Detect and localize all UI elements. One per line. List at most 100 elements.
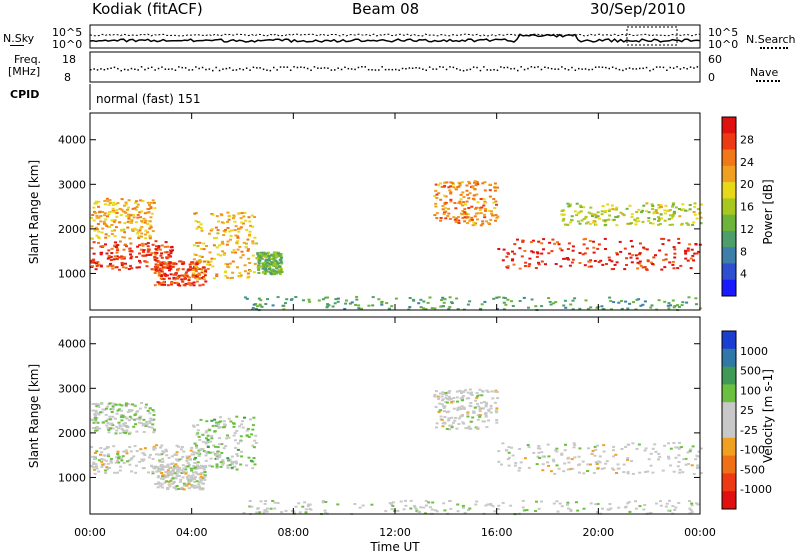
velocity-cell (484, 414, 488, 417)
power-cell (128, 250, 132, 253)
power-cell (186, 275, 190, 278)
power-cell (471, 197, 475, 200)
power-cell (185, 274, 189, 277)
power-cell (132, 227, 136, 230)
velocity-cell (252, 416, 256, 419)
power-cell (152, 201, 156, 204)
power-cell (215, 275, 219, 277)
power-cell (159, 273, 163, 276)
freq-point (676, 66, 678, 68)
velocity-cell (177, 468, 181, 471)
velocity-cell (497, 450, 501, 453)
power-cell (136, 230, 140, 233)
power-cell (582, 238, 586, 241)
freq-point (405, 67, 407, 70)
freq-point (672, 67, 675, 69)
power-cell (231, 260, 235, 263)
power-cell (634, 308, 638, 311)
velocity-cell (581, 460, 585, 463)
velocity-cell (478, 388, 482, 391)
power-cell (176, 276, 180, 279)
velocity-cell (677, 447, 681, 450)
power-cell (377, 298, 381, 301)
power-cell (569, 221, 572, 224)
xtick-label: 08:00 (277, 526, 309, 539)
power-cell (516, 238, 519, 241)
power-cell (93, 229, 97, 232)
velocity-cell (413, 506, 417, 509)
freq-point (279, 66, 282, 68)
power-cell (502, 301, 506, 304)
freq-point (466, 69, 468, 71)
power-cell (269, 269, 273, 272)
freq-point (276, 69, 278, 71)
velocity-cell (460, 399, 464, 401)
power-cell (589, 212, 593, 215)
freq-point (550, 67, 553, 70)
velocity-cell (107, 455, 111, 458)
freq-point (605, 66, 607, 69)
velocity-cell (486, 390, 490, 393)
power-cell (124, 262, 127, 265)
power-cell (104, 233, 108, 236)
velocity-cell (476, 426, 480, 429)
power-cell (261, 262, 265, 265)
power-cell (135, 205, 139, 208)
power-cell (204, 270, 208, 273)
power-cell (158, 273, 162, 276)
power-cell (562, 304, 566, 307)
power-cell (495, 203, 498, 206)
power-cell (200, 268, 204, 271)
velocity-cell (105, 466, 109, 469)
velocity-cell (459, 408, 463, 411)
power-cell (208, 232, 211, 235)
power-cell (115, 211, 119, 214)
velocity-cell (196, 432, 200, 435)
power-cell (178, 284, 182, 287)
velocity-cell (156, 486, 160, 489)
velocity-cell (104, 420, 108, 423)
velocity-cell (161, 477, 165, 480)
colorbar-tick-label: 16 (740, 201, 754, 214)
power-cell (192, 284, 196, 287)
power-cell (163, 251, 167, 254)
freq-point (408, 67, 411, 69)
velocity-cell (537, 507, 541, 510)
velocity-cell (171, 472, 175, 475)
power-cell (181, 268, 185, 271)
power-cell (660, 206, 663, 209)
velocity-cell (129, 450, 133, 453)
velocity-cell (440, 403, 444, 406)
freq-point (662, 66, 665, 69)
velocity-cell (452, 400, 456, 403)
velocity-cell (202, 450, 206, 453)
velocity-cell (671, 505, 675, 507)
freq-point (120, 69, 122, 72)
power-cell (657, 204, 661, 206)
freq-point (357, 66, 360, 69)
power-cell (326, 303, 330, 306)
power-cell (608, 208, 612, 211)
power-cell (462, 196, 466, 198)
power-cell (511, 305, 515, 307)
freq-point (310, 69, 312, 72)
power-cell (90, 261, 94, 264)
power-cell (108, 199, 112, 202)
freq-point (286, 66, 289, 68)
power-cell (124, 201, 128, 204)
power-cell (568, 264, 572, 267)
power-cell (251, 225, 255, 228)
power-cell (600, 305, 604, 308)
velocity-cell (175, 444, 179, 447)
power-cell (442, 301, 446, 304)
velocity-cell (139, 448, 143, 451)
velocity-cell (555, 450, 559, 453)
power-cell (178, 274, 181, 277)
power-cell (203, 260, 207, 263)
power-cell (149, 206, 153, 209)
velocity-cell (558, 502, 562, 505)
velocity-cell (478, 414, 482, 417)
power-cell (684, 252, 688, 255)
power-cell (275, 261, 279, 264)
velocity-cell (450, 401, 454, 404)
